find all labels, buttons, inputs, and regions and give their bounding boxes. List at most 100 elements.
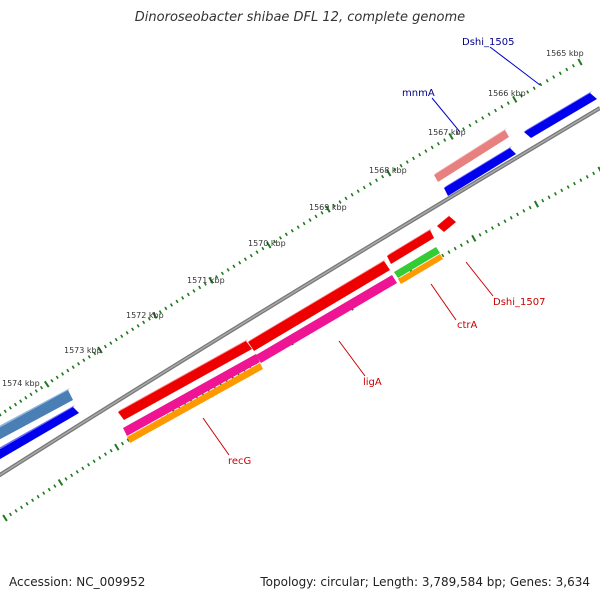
gene-Dshi-1507[interactable] — [387, 228, 434, 264]
inner-scale-tick — [585, 175, 589, 179]
label-ligA[interactable]: ligA — [363, 377, 382, 388]
gene-reverse-small[interactable] — [437, 214, 456, 232]
inner-scale-tick — [478, 233, 482, 237]
scale-label-1567: 1567 kbp — [428, 128, 466, 137]
outer-scale-tick — [430, 145, 434, 150]
scale-label-1574: 1574 kbp — [2, 379, 40, 388]
gene-forward-near-mnmA[interactable] — [444, 146, 516, 196]
inner-scale-tick — [114, 443, 120, 451]
outer-scale-tick — [120, 334, 124, 339]
outer-scale-tick — [381, 174, 385, 179]
outer-scale-tick — [558, 71, 562, 76]
outer-scale-tick — [448, 132, 454, 140]
outer-scale-tick — [87, 355, 91, 359]
label-Dshi-1507[interactable]: Dshi_1507 — [493, 297, 545, 308]
label-ctrA[interactable]: ctrA — [457, 320, 478, 331]
outer-scale-tick — [136, 324, 140, 328]
outer-scale-tick — [255, 250, 259, 254]
outer-scale-tick — [266, 241, 272, 249]
inner-scale-tick — [560, 188, 564, 193]
outer-scale-tick — [368, 182, 372, 186]
outer-scale-tick — [8, 406, 12, 410]
inner-scale-tick — [597, 166, 600, 173]
outer-scale-tick — [512, 95, 518, 103]
inner-scale-tick — [42, 491, 46, 495]
scale-label-1572: 1572 kbp — [126, 311, 164, 320]
outer-scale-tick — [405, 160, 409, 164]
outer-scale-tick — [356, 189, 360, 193]
map-title: Dinoroseobacter shibae DFL 12, complete … — [134, 10, 466, 25]
outer-scale-tick — [43, 380, 50, 388]
outer-scale-tick — [198, 285, 202, 290]
gene-ctrA[interactable] — [394, 247, 443, 284]
outer-scale-tick — [29, 392, 33, 397]
inner-scale-tick — [20, 505, 24, 510]
gene-recG[interactable] — [118, 339, 263, 443]
outer-scale-tick — [332, 203, 336, 208]
inner-scale-tick — [36, 494, 40, 499]
outer-scale-tick — [532, 86, 536, 90]
outer-scale-tick — [3, 409, 7, 414]
outer-scale-tick — [0, 413, 2, 417]
inner-scale-tick — [109, 448, 113, 453]
outer-scale-tick — [77, 361, 81, 366]
outer-scale-tick — [320, 211, 324, 215]
gene-ligA[interactable] — [248, 259, 397, 363]
scale-label-1566: 1566 kbp — [488, 89, 526, 98]
outer-scale-tick — [314, 214, 318, 219]
gene-forward-left-blue[interactable] — [0, 405, 79, 462]
outer-scale-tick — [243, 257, 247, 262]
inner-scale-ticks — [2, 166, 600, 522]
outer-scale-tick — [418, 152, 422, 157]
recG-leader — [202, 417, 230, 456]
inner-scale-tick — [579, 178, 583, 182]
inner-scale-tick — [484, 229, 488, 234]
inner-scale-tick — [92, 459, 96, 464]
Dshi-1507-leader — [465, 261, 494, 297]
outer-scale-tick — [375, 178, 378, 183]
label-mnmA[interactable]: mnmA — [402, 88, 435, 99]
outer-scale-tick — [539, 82, 543, 87]
outer-scale-tick — [13, 402, 18, 407]
outer-scale-tick — [338, 200, 342, 204]
outer-scale-tick — [500, 105, 504, 109]
outer-scale-tick — [474, 119, 478, 124]
label-recG[interactable]: recG — [228, 456, 251, 467]
outer-scale-tick — [468, 123, 472, 128]
outer-scale-tick — [284, 232, 288, 237]
outer-scale-tick — [302, 221, 306, 226]
outer-scale-tick — [296, 225, 300, 229]
outer-scale-tick — [71, 365, 75, 369]
scale-label-1565: 1565 kbp — [546, 49, 584, 58]
outer-scale-tick — [66, 368, 70, 373]
outer-scale-tick — [82, 358, 86, 363]
inner-scale-tick — [25, 501, 29, 506]
inner-scale-tick — [541, 198, 545, 203]
outer-scale-tick — [125, 330, 129, 335]
inner-scale-tick — [466, 240, 470, 244]
inner-scale-tick — [459, 243, 463, 247]
outer-scale-tick — [249, 253, 253, 258]
inner-scale-tick — [491, 226, 494, 230]
outer-scale-tick — [169, 303, 173, 307]
outer-scale-tick — [55, 375, 59, 380]
gene-mnmA[interactable] — [434, 128, 509, 182]
outer-scale-tick — [424, 149, 428, 153]
gene-forward-left-steel[interactable] — [0, 388, 73, 442]
gene-Dshi-1505[interactable] — [524, 91, 597, 138]
label-Dshi-1505[interactable]: Dshi_1505 — [462, 37, 514, 48]
outer-scale-tick — [545, 78, 549, 83]
inner-scale-tick — [98, 455, 102, 460]
outer-scale-tick — [494, 108, 497, 113]
inner-scale-tick — [497, 222, 501, 227]
inner-scale-tick — [447, 250, 451, 254]
genome-summary-text: Topology: circular; Length: 3,789,584 bp… — [260, 575, 590, 589]
outer-scale-tick — [152, 311, 158, 319]
outer-scale-tick — [215, 275, 219, 279]
outer-scale-tick — [565, 67, 569, 72]
inner-scale-tick — [2, 514, 8, 522]
outer-scale-tick — [261, 246, 265, 251]
inner-scale-tick — [533, 200, 539, 208]
inner-scale-tick — [453, 246, 457, 251]
